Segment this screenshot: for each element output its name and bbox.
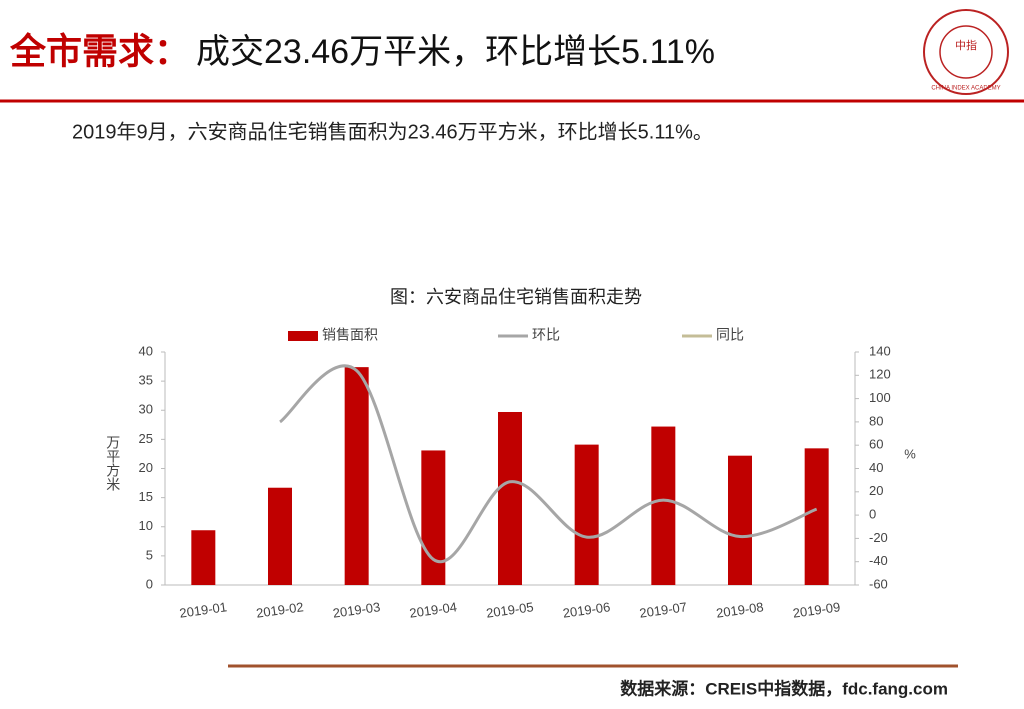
bar — [574, 444, 599, 585]
y2-tick-label: 100 — [869, 390, 891, 405]
x-tick-label: 2019-06 — [562, 599, 611, 620]
y-tick-label: 35 — [139, 373, 153, 388]
title: 成交23.46万平米，环比增长5.11% — [196, 33, 715, 71]
y2-tick-label: 20 — [869, 483, 883, 498]
bar — [268, 487, 292, 585]
legend-label: 销售面积 — [322, 327, 378, 343]
y-tick-label: 40 — [139, 343, 153, 358]
y-tick-label: 0 — [146, 576, 153, 591]
x-tick-label: 2019-05 — [485, 599, 534, 620]
logo-text: CHINA INDEX ACADEMY — [931, 86, 1000, 92]
x-tick-label: 2019-09 — [792, 599, 841, 620]
logo-inner — [939, 25, 993, 79]
logo: 中指 CHINA INDEX ACADEMY — [923, 9, 1009, 95]
title-highlight: 全市需求： — [9, 31, 190, 72]
legend-label: 同比 — [716, 327, 744, 343]
x-tick-label: 2019-02 — [255, 599, 304, 620]
y2-tick-label: 60 — [869, 437, 883, 452]
bar — [728, 455, 752, 585]
legend-swatch — [288, 331, 318, 341]
bar — [191, 530, 216, 585]
bar — [421, 450, 446, 585]
x-tick-label: 2019-07 — [639, 599, 688, 620]
y-tick-label: 15 — [139, 489, 153, 504]
y2-tick-label: 80 — [869, 413, 883, 428]
y2-tick-label: -20 — [869, 530, 888, 545]
subtitle: 2019年9月，六安商品住宅销售面积为23.46万平方米，环比增长5.11%。 — [72, 120, 713, 143]
chart-title: 图：六安商品住宅销售面积走势 — [390, 287, 642, 307]
x-tick-label: 2019-04 — [409, 599, 458, 620]
logo-mark: 中指 — [955, 38, 977, 52]
y2-tick-label: -40 — [869, 553, 888, 568]
source: 数据来源：CREIS中指数据，fdc.fang.com — [620, 678, 948, 698]
y2-tick-label: 140 — [869, 343, 891, 358]
bar — [344, 367, 369, 585]
y-axis-label: 万平方米 — [105, 435, 121, 491]
y-tick-label: 30 — [139, 402, 153, 417]
x-tick-label: 2019-08 — [715, 599, 764, 620]
y2-tick-label: 120 — [869, 367, 891, 382]
x-tick-label: 2019-01 — [179, 599, 228, 620]
x-tick-label: 2019-03 — [332, 599, 381, 620]
logo-ring — [923, 9, 1009, 95]
y2-axis-label: % — [904, 446, 916, 461]
y2-tick-label: 0 — [869, 507, 876, 522]
bar — [498, 411, 522, 585]
y-tick-label: 25 — [139, 431, 153, 446]
bar — [651, 426, 676, 585]
y-tick-label: 10 — [139, 518, 153, 533]
y-tick-label: 5 — [146, 547, 153, 562]
bar — [804, 448, 829, 585]
y2-tick-label: -60 — [869, 576, 888, 591]
y-tick-label: 20 — [139, 460, 153, 475]
y2-tick-label: 40 — [869, 460, 883, 475]
legend-label: 环比 — [532, 327, 560, 343]
line-series — [279, 364, 818, 564]
